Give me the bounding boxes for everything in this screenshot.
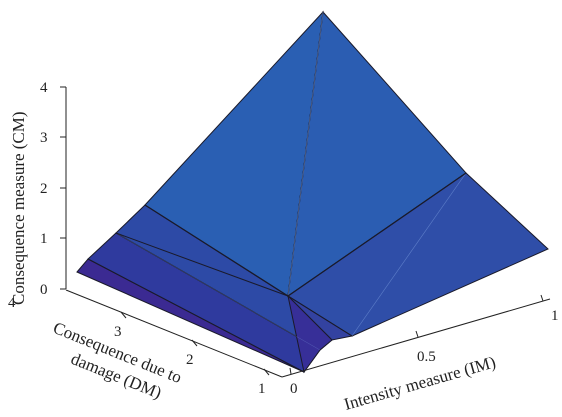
axes [60,86,551,378]
z-tick-labels: 4 3 2 1 0 [40,80,48,298]
im-tick-label: 0 [290,381,298,397]
dm-tick-label: 4 [8,295,16,311]
im-tick-label: 0.5 [417,349,436,365]
z-axis-title: Consequence measure (CM) [9,111,28,305]
dm-tick-labels: 4 3 2 1 [8,295,266,397]
dm-axis-line [65,289,283,378]
z-tick-label: 2 [40,181,48,197]
dm-tick-label: 1 [258,381,266,397]
surface [76,10,549,374]
dm-tick-label: 3 [114,324,122,340]
mesh-line [287,11,324,297]
z-tick-label: 4 [40,80,48,96]
z-tick-label: 1 [40,231,48,247]
surface-face-front-low [287,294,333,374]
mesh-line [351,172,467,337]
dm-tick-label: 2 [186,352,194,368]
im-tick-labels: 0 0.5 1 [290,308,559,397]
z-tick-label: 0 [40,282,48,298]
z-tick-label: 3 [40,130,48,146]
surface-edge [115,232,353,337]
mesh-line [115,232,321,351]
surface-edge [87,258,305,373]
im-axis-line [281,298,551,378]
im-tick-label: 1 [551,308,559,324]
